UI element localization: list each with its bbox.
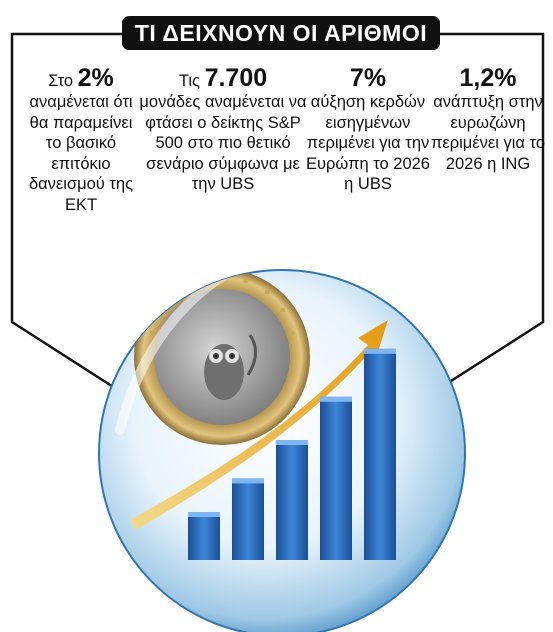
euro-coin-icon bbox=[134, 270, 310, 445]
fact-europe-earnings: 7% αύξηση κερδών εισηγμένων περιμένει γι… bbox=[304, 64, 432, 195]
fact-sp500: Τις 7.700 μονάδες αναμένεται να φτάσει ο… bbox=[138, 64, 308, 195]
headline-text: ΤΙ ΔΕΙΧΝΟΥΝ ΟΙ ΑΡΙΘΜΟΙ bbox=[134, 20, 428, 46]
fact-text: αναμένεται ότι θα παραμείνει το βασικό ε… bbox=[28, 93, 134, 214]
growth-bar-top bbox=[188, 512, 220, 517]
fact-value: 1,2% bbox=[459, 64, 517, 92]
fact-ecb-rate: Στο 2% αναμένεται ότι θα παραμείνει το β… bbox=[25, 64, 137, 215]
fact-eurozone-growth: 1,2% ανάπτυξη στην ευρωζώνη περιμένει γι… bbox=[428, 64, 548, 174]
headline-banner: ΤΙ ΔΕΙΧΝΟΥΝ ΟΙ ΑΡΙΘΜΟΙ bbox=[122, 16, 440, 50]
growth-bar bbox=[320, 396, 352, 560]
fact-text: αύξηση κερδών εισηγμένων περιμένει για τ… bbox=[306, 93, 430, 193]
fact-lead: Στο bbox=[48, 72, 74, 90]
fact-lead: Τις bbox=[178, 72, 200, 90]
growth-bar bbox=[364, 348, 396, 560]
growth-bar-top bbox=[320, 396, 352, 402]
growth-bar bbox=[232, 478, 264, 560]
fact-value: 7% bbox=[349, 64, 387, 92]
growth-bar bbox=[276, 440, 308, 560]
owl-icon bbox=[204, 334, 257, 400]
growth-bars bbox=[188, 348, 396, 560]
fact-value: 2% bbox=[77, 64, 114, 92]
growth-bar-top bbox=[364, 348, 396, 354]
growth-arrow-icon bbox=[130, 320, 388, 530]
growth-bar-top bbox=[232, 478, 264, 484]
growth-bar bbox=[188, 512, 220, 560]
fact-value: 7.700 bbox=[204, 64, 268, 92]
fact-text: μονάδες αναμένεται να φτάσει ο δείκτης S… bbox=[139, 93, 307, 193]
growth-bar-top bbox=[276, 440, 308, 445]
fact-text: ανάπτυξη στην ευρωζώνη περιμένει για το … bbox=[430, 93, 545, 173]
